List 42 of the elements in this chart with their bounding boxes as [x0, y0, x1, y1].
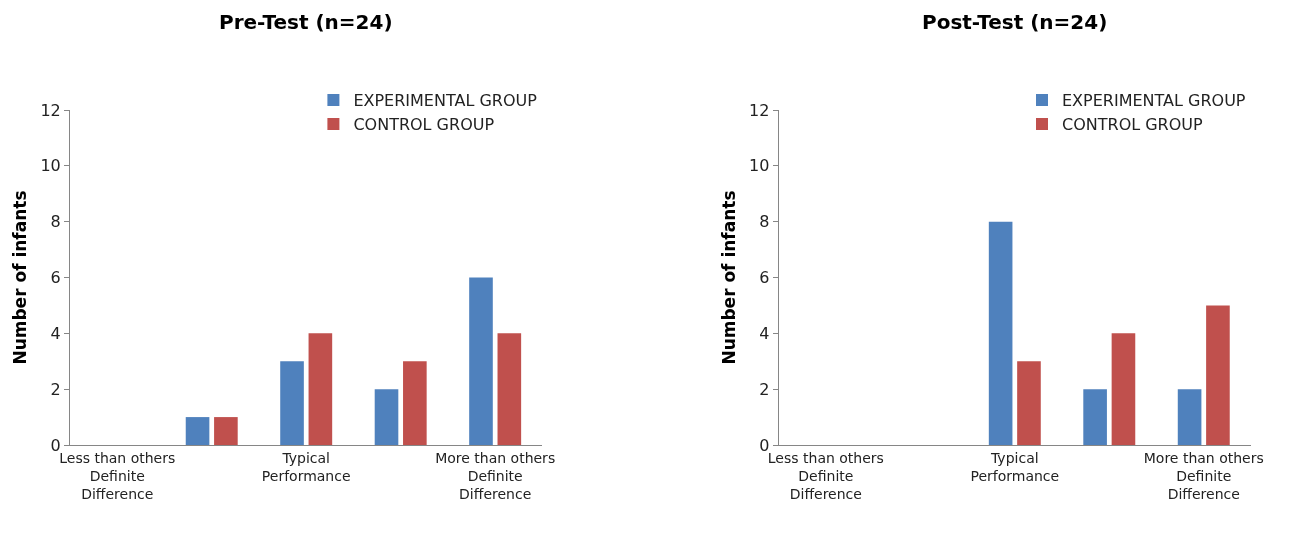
y-tick-label: 4 — [50, 323, 61, 343]
legend-label: CONTROL GROUP — [1062, 115, 1204, 135]
x-tick-label: More than others Definite Difference — [1143, 449, 1264, 503]
legend-label: EXPERIMENTAL GROUP — [353, 91, 538, 111]
x-tick-label: Typical Performance — [261, 449, 351, 484]
chart-title: Pre-Test (n=24) — [219, 10, 393, 34]
x-tick-label: More than others Definite Difference — [435, 449, 556, 503]
y-tick-label: 0 — [50, 435, 61, 455]
y-tick-label: 0 — [759, 435, 770, 455]
y-tick-label: 6 — [759, 268, 770, 288]
y-tick-label: 8 — [759, 212, 770, 232]
bar — [469, 277, 493, 445]
bar — [1111, 333, 1136, 445]
y-axis-title: Number of infants — [718, 190, 739, 365]
bar — [1177, 389, 1202, 445]
y-tick-label: 12 — [40, 100, 61, 120]
legend-label: CONTROL GROUP — [353, 115, 495, 135]
bar — [988, 221, 1013, 445]
y-tick-label: 2 — [50, 379, 61, 399]
y-tick-label: 2 — [759, 379, 770, 399]
bar — [403, 361, 427, 445]
bar — [185, 417, 210, 445]
x-tick-label: Less than others Definite Difference — [767, 449, 884, 503]
bar — [1083, 389, 1107, 445]
bar — [308, 333, 333, 445]
y-tick-label: 8 — [50, 212, 61, 232]
x-tick-label: Typical Performance — [970, 449, 1060, 484]
legend-label: EXPERIMENTAL GROUP — [1062, 91, 1246, 111]
x-tick-label: Less than others Definite Difference — [59, 449, 176, 503]
y-tick-label: 12 — [749, 100, 770, 120]
y-tick-label: 10 — [749, 156, 770, 176]
bar — [1206, 305, 1230, 445]
chart-title: Post-Test (n=24) — [922, 10, 1108, 34]
bar — [1017, 361, 1041, 445]
bar — [497, 333, 522, 445]
bar — [374, 389, 399, 445]
y-tick-label: 10 — [40, 156, 61, 176]
y-tick-label: 4 — [759, 323, 770, 343]
y-tick-label: 6 — [50, 268, 61, 288]
bar — [280, 361, 304, 445]
y-axis-title: Number of infants — [10, 190, 30, 365]
bar — [214, 417, 238, 445]
